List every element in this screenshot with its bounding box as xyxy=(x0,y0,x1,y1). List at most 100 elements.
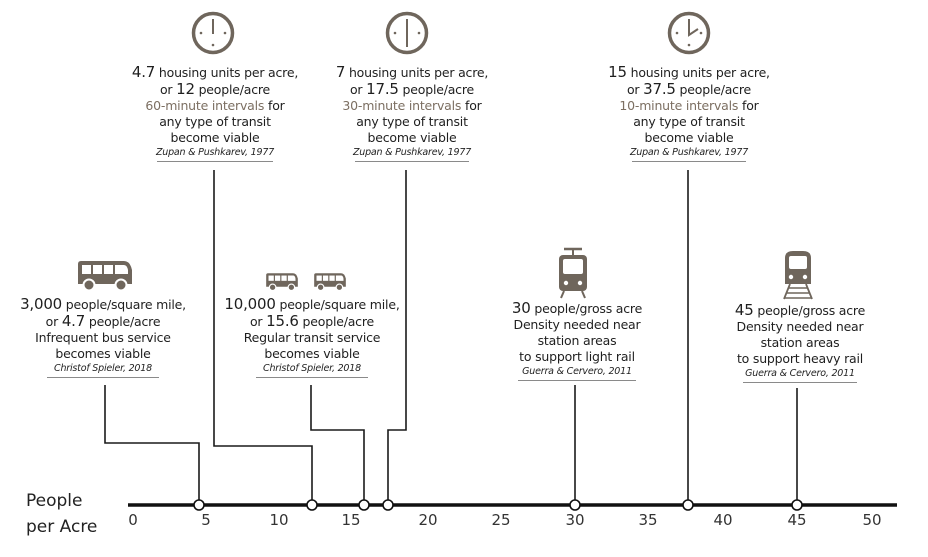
text: people/acre xyxy=(298,314,375,329)
bus-icon xyxy=(266,273,298,292)
value: 15 xyxy=(608,63,627,81)
text: people/square mile, xyxy=(275,297,400,312)
text: or xyxy=(45,314,62,329)
card-bus-infrequent: 3,000 people/square mile, or 4.7 people/… xyxy=(10,296,196,378)
text: people/square mile, xyxy=(62,297,186,312)
clock-icon xyxy=(385,11,429,55)
marker-37-5 xyxy=(682,499,694,511)
text: become viable xyxy=(170,130,260,145)
text: Regular transit service xyxy=(243,330,381,345)
card-clock-10min: 15 housing units per acre, or 37.5 peopl… xyxy=(601,64,777,162)
text: any type of transit xyxy=(633,114,745,129)
connector-clock-60 xyxy=(213,170,313,505)
value: 4.7 xyxy=(131,63,156,81)
citation: Guerra & Cervero, 2011 xyxy=(745,368,855,379)
text: people/gross acre xyxy=(753,303,866,318)
text: to support light rail xyxy=(519,349,635,364)
connector-clock-30 xyxy=(387,170,407,505)
underline xyxy=(157,161,273,162)
interval-highlight: 10-minute intervals xyxy=(619,98,739,113)
light-rail-icon xyxy=(559,247,587,299)
text: housing units per acre, xyxy=(345,65,489,80)
underline xyxy=(632,161,746,162)
value: 3,000 xyxy=(20,295,63,313)
text: Infrequent bus service xyxy=(35,330,171,345)
axis-label-line2: per Acre xyxy=(26,517,98,537)
text: become viable xyxy=(644,130,734,145)
citation: Guerra & Cervero, 2011 xyxy=(522,366,632,377)
card-heavy-rail: 45 people/gross acre Density needed near… xyxy=(722,302,878,383)
card-bus-regular: 10,000 people/square mile, or 15.6 peopl… xyxy=(222,296,402,378)
tick-label: 20 xyxy=(418,511,438,529)
text: people/acre xyxy=(194,82,271,97)
interval-highlight: 30-minute intervals xyxy=(342,98,462,113)
value: 10,000 xyxy=(224,295,276,313)
value: 45 xyxy=(734,301,754,319)
text: people/acre xyxy=(675,82,752,97)
axis-label: People per Acre xyxy=(26,488,97,540)
underline xyxy=(743,382,857,383)
marker-30 xyxy=(569,499,581,511)
tick-label: 0 xyxy=(128,511,138,529)
text: any type of transit xyxy=(159,114,271,129)
text: Density needed near xyxy=(736,319,864,334)
citation: Christof Spieler, 2018 xyxy=(263,363,361,374)
heavy-rail-icon xyxy=(783,251,813,300)
card-clock-30min: 7 housing units per acre, or 17.5 people… xyxy=(320,64,504,162)
text: becomes viable xyxy=(264,346,360,361)
underline xyxy=(518,380,636,381)
text: any type of transit xyxy=(356,114,468,129)
tick-label: 35 xyxy=(638,511,658,529)
bus-icon xyxy=(78,261,132,292)
connector-bus-infrequent xyxy=(104,385,200,505)
value: 17.5 xyxy=(366,80,399,98)
card-light-rail: 30 people/gross acre Density needed near… xyxy=(497,300,657,381)
marker-12 xyxy=(306,499,318,511)
marker-17-5 xyxy=(382,499,394,511)
text: Density needed near xyxy=(513,317,641,332)
text: become viable xyxy=(367,130,457,145)
clock-icon xyxy=(191,11,235,55)
underline xyxy=(355,161,469,162)
citation: Zupan & Pushkarev, 1977 xyxy=(629,147,749,158)
tick-label: 25 xyxy=(491,511,511,529)
text: people/acre xyxy=(85,314,161,329)
text: or xyxy=(159,82,177,97)
tick-label: 5 xyxy=(201,511,211,529)
axis-label-line1: People xyxy=(26,491,83,511)
tick-label: 15 xyxy=(341,511,361,529)
text: station areas xyxy=(760,335,840,350)
marker-4-7 xyxy=(193,499,205,511)
connector-lines xyxy=(104,170,798,505)
text: or xyxy=(249,314,267,329)
text: to support heavy rail xyxy=(736,351,864,366)
tick-label: 50 xyxy=(862,511,882,529)
value: 12 xyxy=(176,80,195,98)
text: for xyxy=(738,98,759,113)
text: housing units per acre, xyxy=(626,65,770,80)
text: station areas xyxy=(537,333,617,348)
clock-icon xyxy=(667,11,711,55)
value: 37.5 xyxy=(643,80,676,98)
text: or xyxy=(626,82,644,97)
value: 7 xyxy=(335,63,346,81)
text: people/gross acre xyxy=(530,301,643,316)
tick-label: 45 xyxy=(787,511,807,529)
text: for xyxy=(461,98,482,113)
citation: Zupan & Pushkarev, 1977 xyxy=(352,147,472,158)
text: housing units per acre, xyxy=(155,65,299,80)
underline xyxy=(256,377,368,378)
value: 15.6 xyxy=(266,312,299,330)
marker-45 xyxy=(791,499,803,511)
interval-highlight: 60-minute intervals xyxy=(145,98,265,113)
axis-markers xyxy=(193,499,803,511)
text: people/acre xyxy=(398,82,475,97)
tick-label: 30 xyxy=(565,511,585,529)
text: for xyxy=(264,98,285,113)
marker-15-6 xyxy=(358,499,370,511)
card-clock-60min: 4.7 housing units per acre, or 12 people… xyxy=(122,64,308,162)
value: 4.7 xyxy=(61,312,86,330)
text: or xyxy=(349,82,367,97)
value: 30 xyxy=(511,299,531,317)
